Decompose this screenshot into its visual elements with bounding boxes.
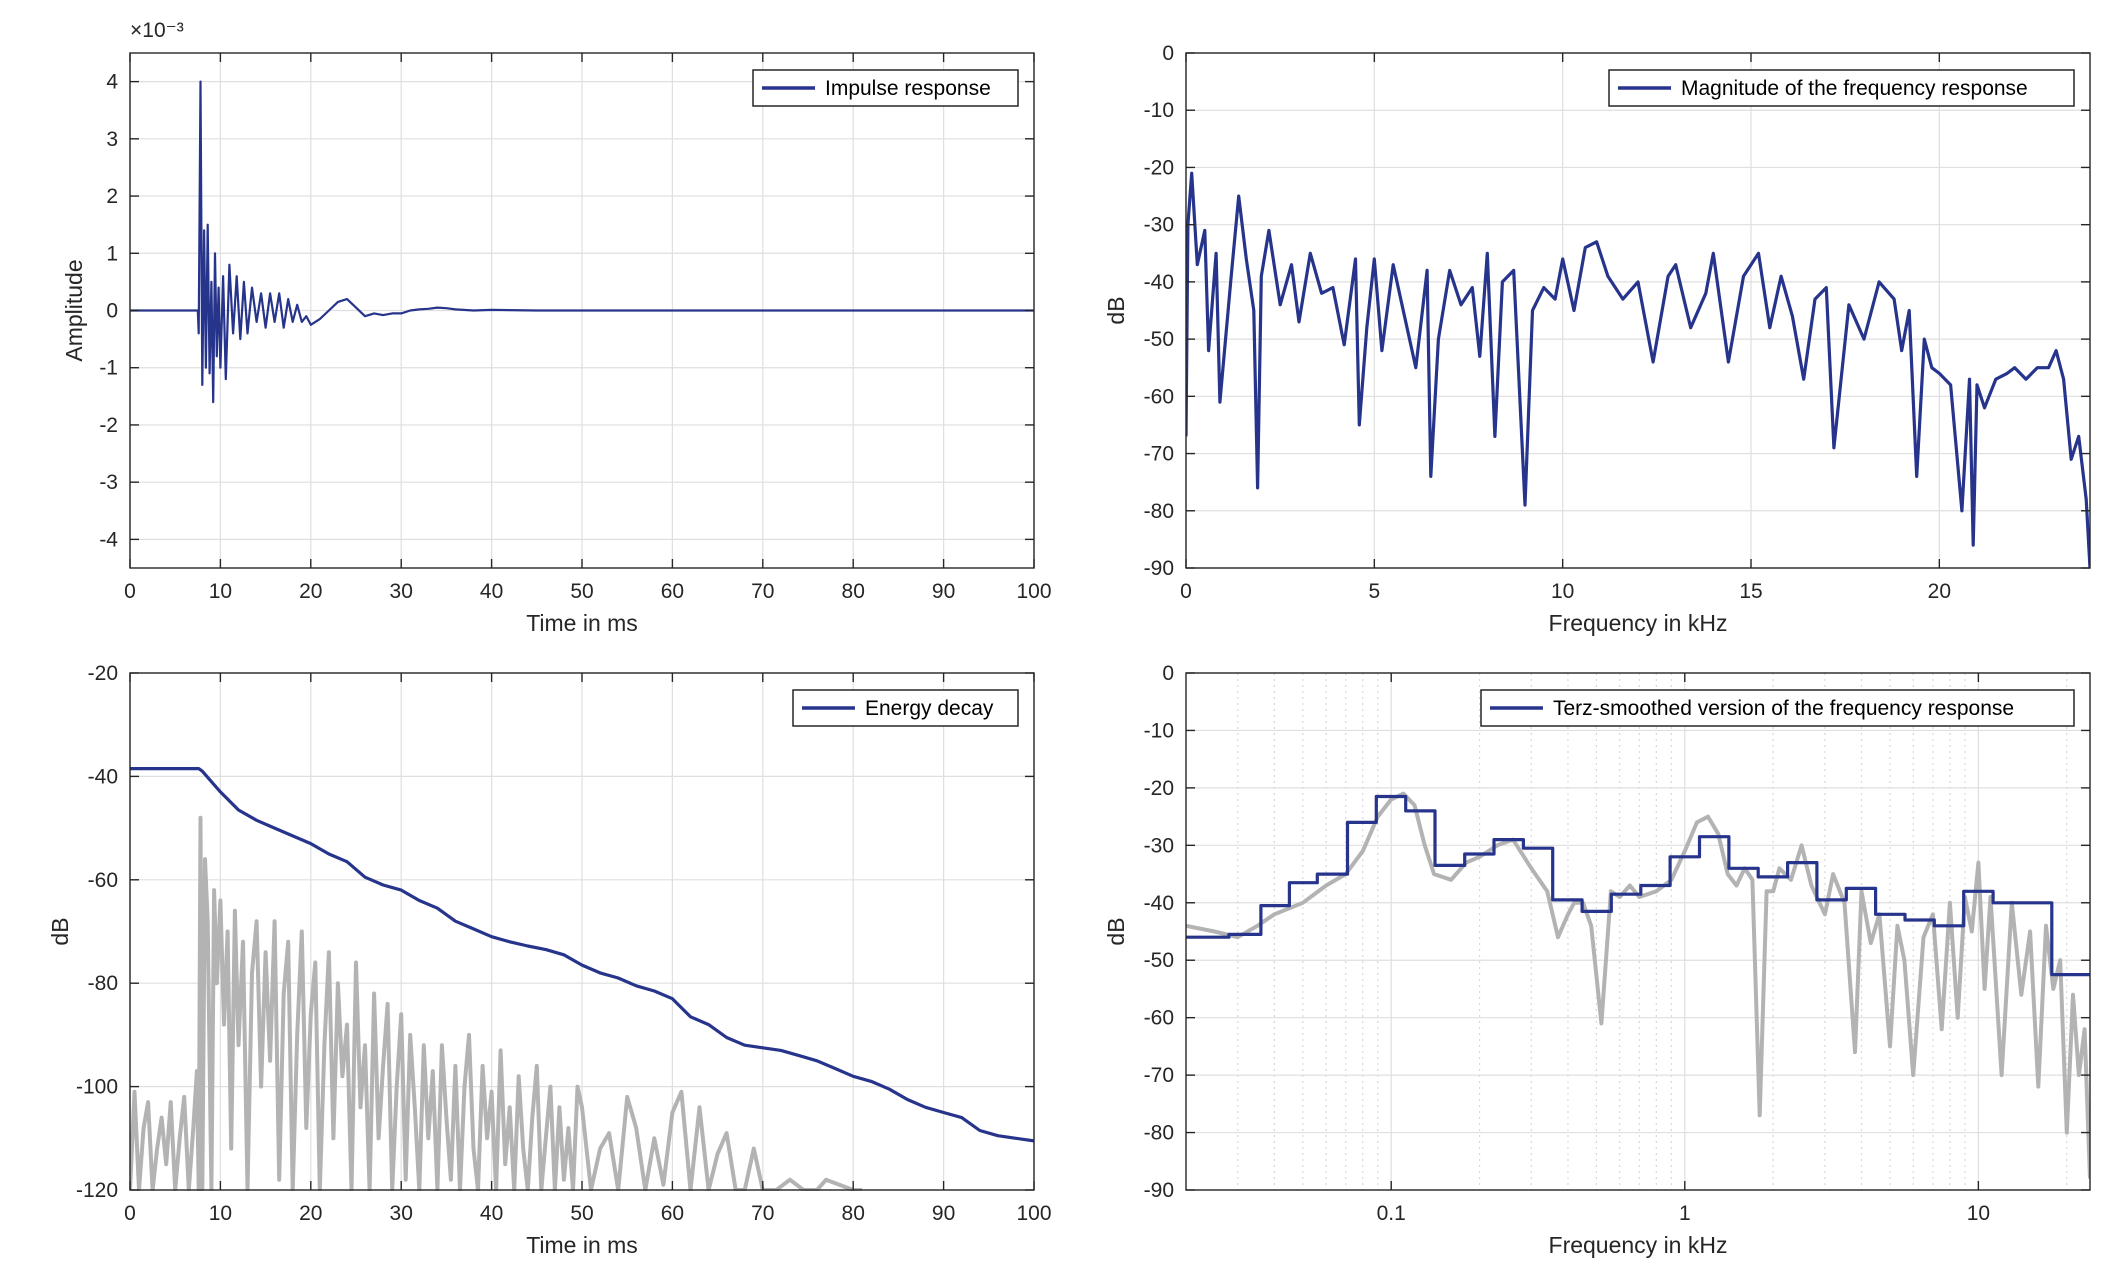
y-tick-label: -70 bbox=[1144, 443, 1174, 466]
y-tick-label: -100 bbox=[76, 1076, 118, 1099]
y-tick-label: -80 bbox=[88, 972, 118, 995]
y-tick-label: -60 bbox=[88, 869, 118, 892]
y-tick-label: -50 bbox=[1144, 949, 1174, 972]
x-tick-label: 50 bbox=[570, 580, 593, 603]
x-tick-label: 0 bbox=[1180, 580, 1192, 603]
y-tick-label: -90 bbox=[1144, 1179, 1174, 1202]
x-axis-label: Frequency in kHz bbox=[1549, 1232, 1728, 1258]
y-tick-label: -30 bbox=[1144, 214, 1174, 237]
legend-box bbox=[1480, 689, 2075, 727]
x-tick-label: 20 bbox=[299, 1202, 322, 1225]
x-tick-label: 80 bbox=[842, 580, 865, 603]
legend: Terz-smoothed version of the frequency r… bbox=[1480, 689, 2075, 727]
x-tick-label: 90 bbox=[932, 580, 955, 603]
y-tick-label: -40 bbox=[1144, 271, 1174, 294]
terz-smoothed-panel: 0.1 1 10 0 -10 -20 -30 -40 -50 -60 -70 -80 -90 Freque… bbox=[1103, 662, 2091, 1258]
x-tick-label: 10 bbox=[1551, 580, 1574, 603]
impulse-response-panel: 0 10 20 30 40 50 60 70 80 90 100 -4 -3 -2 -1 0 1 2 3 4 Time … bbox=[61, 19, 1052, 636]
y-axis-label: dB bbox=[1103, 917, 1129, 945]
x-tick-label: 0 bbox=[124, 1202, 136, 1225]
y-axis-label: dB bbox=[47, 917, 73, 945]
x-tick-label: 10 bbox=[209, 1202, 232, 1225]
legend: Energy decay bbox=[792, 689, 1019, 727]
energy-decay-panel: 0 10 20 30 40 50 60 70 80 90 100 -20 -40 -60 -80 -100 -1… bbox=[47, 662, 1052, 1258]
y-axis-label: Amplitude bbox=[61, 259, 87, 361]
x-axis-label: Time in ms bbox=[526, 610, 638, 636]
y-tick-label: -80 bbox=[1144, 500, 1174, 523]
x-axis-label: Time in ms bbox=[526, 1232, 638, 1258]
y-tick-label: 0 bbox=[1162, 42, 1174, 65]
y-tick-label: 2 bbox=[106, 185, 118, 208]
axis-exponent-label: ×10⁻³ bbox=[130, 19, 184, 42]
x-tick-label: 10 bbox=[209, 580, 232, 603]
y-tick-label: 0 bbox=[106, 300, 118, 323]
y-tick-label: -40 bbox=[1144, 892, 1174, 915]
reference-series-line bbox=[130, 815, 863, 1191]
y-tick-label: -30 bbox=[1144, 834, 1174, 857]
y-tick-label: -20 bbox=[1144, 777, 1174, 800]
x-tick-label: 1 bbox=[1679, 1202, 1691, 1225]
y-tick-label: -40 bbox=[88, 765, 118, 788]
y-tick-label: -120 bbox=[76, 1179, 118, 1202]
plot-area bbox=[1186, 673, 2090, 1190]
x-tick-label: 50 bbox=[570, 1202, 593, 1225]
y-tick-label: 3 bbox=[106, 128, 118, 151]
series-line-magnitude-of-the-frequency-response bbox=[1186, 171, 2090, 569]
y-tick-label: -10 bbox=[1144, 719, 1174, 742]
x-tick-label: 100 bbox=[1016, 580, 1051, 603]
legend-label: Terz-smoothed version of the frequency r… bbox=[1553, 697, 2014, 720]
x-tick-label: 5 bbox=[1368, 580, 1380, 603]
x-tick-label: 70 bbox=[751, 1202, 774, 1225]
series-line-energy-decay bbox=[130, 767, 1034, 1143]
y-tick-label: -20 bbox=[1144, 156, 1174, 179]
x-tick-label: 20 bbox=[299, 580, 322, 603]
series-line-impulse-response bbox=[130, 80, 1034, 404]
legend-label: Energy decay bbox=[865, 697, 994, 720]
y-tick-label: 1 bbox=[106, 242, 118, 265]
y-tick-label: -20 bbox=[88, 662, 118, 685]
y-tick-label: -90 bbox=[1144, 557, 1174, 580]
reference-series-line bbox=[1186, 791, 2090, 1179]
x-tick-label: 10 bbox=[1967, 1202, 1990, 1225]
x-tick-label: 100 bbox=[1016, 1202, 1051, 1225]
series-line-terz-smoothed-version-of-the-frequency-response bbox=[1186, 794, 2090, 977]
x-tick-label: 15 bbox=[1739, 580, 1762, 603]
y-tick-label: -60 bbox=[1144, 385, 1174, 408]
x-tick-label: 70 bbox=[751, 580, 774, 603]
y-tick-label: -2 bbox=[99, 414, 118, 437]
legend: Impulse response bbox=[752, 69, 1019, 107]
x-tick-label: 20 bbox=[1928, 580, 1951, 603]
x-tick-label: 40 bbox=[480, 580, 503, 603]
y-tick-label: 4 bbox=[106, 71, 118, 94]
y-tick-label: -1 bbox=[99, 357, 118, 380]
axes-box bbox=[1185, 52, 2091, 569]
y-tick-label: -80 bbox=[1144, 1122, 1174, 1145]
axes-box bbox=[1185, 672, 2091, 1191]
x-tick-label: 30 bbox=[390, 580, 413, 603]
x-tick-label: 90 bbox=[932, 1202, 955, 1225]
x-tick-label: 30 bbox=[390, 1202, 413, 1225]
legend-label: Magnitude of the frequency response bbox=[1681, 77, 2028, 100]
y-tick-label: 0 bbox=[1162, 662, 1174, 685]
legend-label: Impulse response bbox=[825, 77, 991, 100]
y-tick-label: -60 bbox=[1144, 1007, 1174, 1030]
y-tick-label: -4 bbox=[99, 528, 118, 551]
plot-area bbox=[1186, 53, 2090, 568]
y-tick-label: -10 bbox=[1144, 99, 1174, 122]
legend-box bbox=[1608, 69, 2075, 107]
frequency-magnitude-panel: 0 5 10 15 20 0 -10 -20 -30 -40 -50 -60 -70 -80 -90 Freq… bbox=[1103, 42, 2091, 636]
y-tick-label: -50 bbox=[1144, 328, 1174, 351]
x-tick-label: 60 bbox=[661, 580, 684, 603]
x-tick-label: 40 bbox=[480, 1202, 503, 1225]
x-tick-label: 60 bbox=[661, 1202, 684, 1225]
x-axis-label: Frequency in kHz bbox=[1549, 610, 1728, 636]
y-tick-label: -3 bbox=[99, 471, 118, 494]
y-axis-label: dB bbox=[1103, 296, 1129, 324]
legend: Magnitude of the frequency response bbox=[1608, 69, 2075, 107]
x-tick-label: 0.1 bbox=[1377, 1202, 1406, 1225]
x-tick-label: 0 bbox=[124, 580, 136, 603]
y-tick-label: -70 bbox=[1144, 1064, 1174, 1087]
x-tick-label: 80 bbox=[842, 1202, 865, 1225]
